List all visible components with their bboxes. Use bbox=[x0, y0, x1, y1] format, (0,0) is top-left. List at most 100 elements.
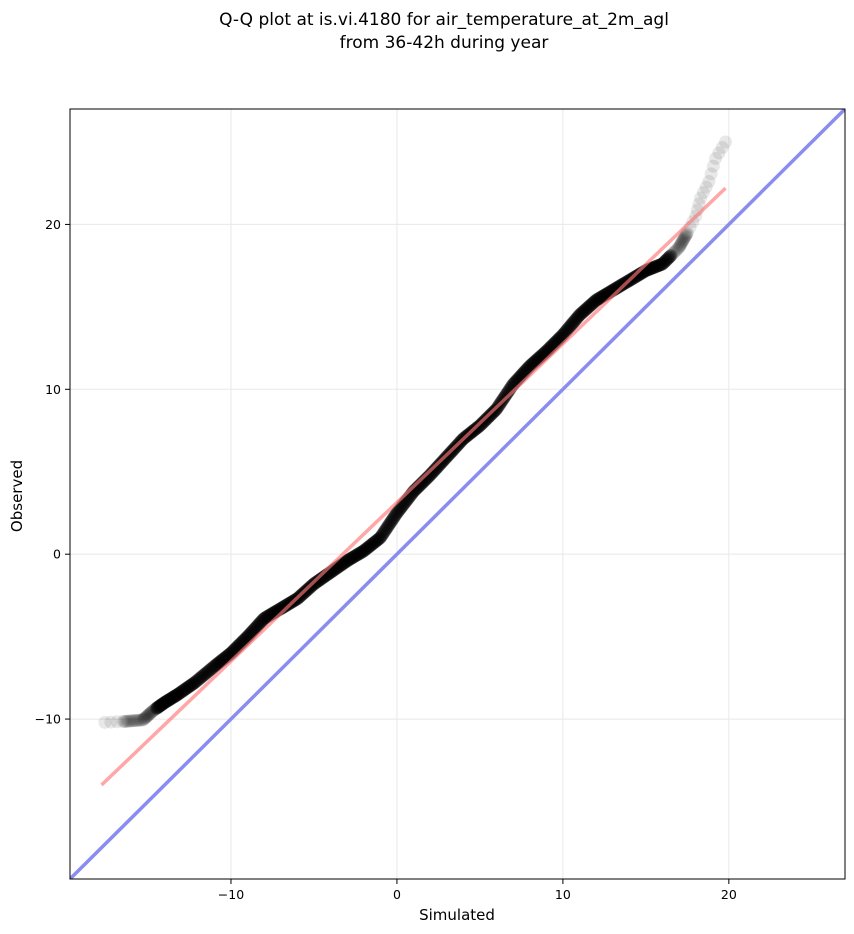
quantile-point bbox=[566, 316, 580, 330]
quantile-point bbox=[119, 714, 133, 728]
quantile-point bbox=[160, 694, 174, 708]
quantile-point bbox=[387, 511, 401, 525]
quantile-point bbox=[177, 683, 191, 697]
quantile-point bbox=[565, 317, 579, 331]
quantile-point bbox=[168, 689, 182, 703]
quantile-point bbox=[653, 258, 667, 272]
quantile-point bbox=[430, 460, 444, 474]
quantile-point bbox=[375, 528, 389, 542]
quantile-point bbox=[670, 243, 684, 257]
quantile-point bbox=[522, 360, 536, 374]
quantile-point bbox=[679, 228, 693, 242]
quantile-point bbox=[254, 615, 268, 629]
quantile-point bbox=[574, 307, 588, 321]
quantile-point bbox=[647, 260, 661, 274]
quantile-point bbox=[168, 689, 182, 703]
quantile-point bbox=[668, 245, 682, 259]
fit-line bbox=[100, 186, 727, 787]
quantile-point bbox=[433, 457, 447, 471]
quantile-point bbox=[500, 387, 514, 401]
quantile-point bbox=[382, 518, 396, 532]
quantile-point bbox=[199, 667, 213, 681]
quantile-point bbox=[678, 230, 692, 244]
quantile-point bbox=[569, 312, 583, 326]
quantile-point bbox=[139, 710, 153, 724]
quantile-point bbox=[704, 167, 718, 181]
quantile-point bbox=[161, 694, 175, 708]
quantile-point bbox=[143, 707, 157, 721]
quantile-point bbox=[333, 559, 347, 573]
quantile-point bbox=[648, 260, 662, 274]
quantile-point bbox=[147, 703, 161, 717]
quantile-point bbox=[576, 305, 590, 319]
quantile-point bbox=[169, 688, 183, 702]
quantile-point bbox=[250, 619, 264, 633]
quantile-point bbox=[521, 361, 535, 375]
quantile-point bbox=[256, 613, 270, 627]
quantile-point bbox=[175, 684, 189, 698]
quantile-point bbox=[346, 550, 360, 564]
quantile-point bbox=[428, 462, 442, 476]
quantile-point bbox=[558, 325, 572, 339]
quantile-point bbox=[195, 670, 209, 684]
quantile-point bbox=[570, 311, 584, 325]
quantile-point bbox=[257, 611, 271, 625]
quantile-point bbox=[577, 304, 591, 318]
quantile-point bbox=[351, 548, 365, 562]
quantile-point bbox=[249, 621, 263, 635]
quantile-point bbox=[218, 651, 232, 665]
quantile-point bbox=[699, 180, 713, 194]
quantile-point bbox=[334, 558, 348, 572]
quantile-point bbox=[217, 652, 231, 666]
quantile-point bbox=[530, 353, 544, 367]
quantile-point bbox=[649, 259, 663, 273]
quantile-point bbox=[136, 713, 150, 727]
quantile-point bbox=[426, 465, 440, 479]
quantile-point bbox=[192, 672, 206, 686]
quantile-point bbox=[526, 356, 540, 370]
quantile-point bbox=[140, 709, 154, 723]
quantile-point bbox=[150, 701, 164, 715]
quantile-point bbox=[429, 461, 443, 475]
quantile-point bbox=[245, 625, 259, 639]
quantile-point bbox=[611, 280, 625, 294]
quantile-point bbox=[336, 557, 350, 571]
x-axis-label: Simulated bbox=[419, 906, 495, 924]
quantile-point bbox=[135, 713, 149, 727]
quantile-point bbox=[151, 700, 165, 714]
quantile-point bbox=[527, 356, 541, 370]
quantile-point bbox=[157, 696, 171, 710]
quantile-point bbox=[201, 664, 215, 678]
quantile-point bbox=[260, 610, 274, 624]
quantile-point bbox=[345, 551, 359, 565]
quantile-point bbox=[588, 294, 602, 308]
quantile-point bbox=[593, 291, 607, 305]
quantile-point bbox=[182, 679, 196, 693]
quantile-point bbox=[646, 261, 660, 275]
quantile-point bbox=[366, 536, 380, 550]
quantile-point bbox=[124, 714, 138, 728]
quantile-point bbox=[660, 253, 674, 267]
quantile-point bbox=[361, 541, 375, 555]
quantile-point bbox=[278, 599, 292, 613]
quantile-point bbox=[677, 231, 691, 245]
quantile-point bbox=[143, 706, 157, 720]
quantile-point bbox=[142, 708, 156, 722]
quantile-point bbox=[360, 541, 374, 555]
quantile-point bbox=[162, 693, 176, 707]
quantile-point bbox=[614, 278, 628, 292]
quantile-point bbox=[675, 236, 689, 250]
quantile-point bbox=[147, 703, 161, 717]
quantile-point bbox=[673, 240, 687, 254]
plot-area bbox=[70, 109, 845, 879]
quantile-point bbox=[692, 197, 706, 211]
quantile-point bbox=[165, 691, 179, 705]
quantile-point bbox=[386, 512, 400, 526]
quantile-point bbox=[179, 682, 193, 696]
quantile-point bbox=[138, 711, 152, 725]
quantile-point bbox=[394, 501, 408, 515]
quantile-point bbox=[155, 697, 169, 711]
quantile-point bbox=[244, 626, 258, 640]
x-tick-label: 20 bbox=[721, 887, 737, 902]
quantile-point bbox=[665, 248, 679, 262]
